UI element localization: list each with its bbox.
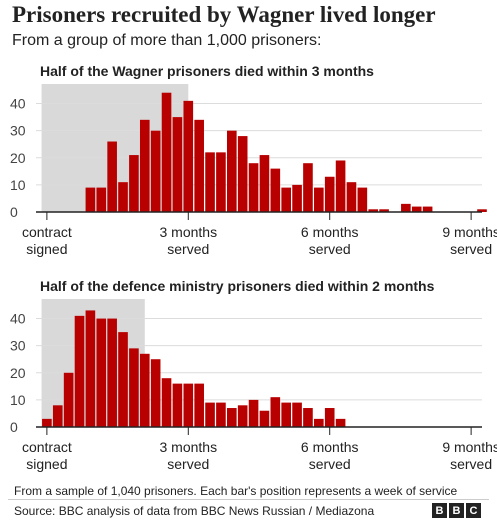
bar xyxy=(172,383,183,427)
bar xyxy=(335,418,346,427)
bar xyxy=(226,130,237,212)
bar xyxy=(63,372,74,427)
bar xyxy=(150,130,161,212)
bar xyxy=(216,152,226,212)
bar xyxy=(129,155,139,212)
bar xyxy=(183,100,194,212)
bar xyxy=(118,332,128,427)
bar xyxy=(96,187,107,212)
bar xyxy=(107,141,117,212)
x-tick-label: 9 months xyxy=(442,224,497,240)
bar xyxy=(401,203,411,212)
bar xyxy=(161,378,172,427)
bar xyxy=(281,402,292,427)
bar xyxy=(303,163,313,212)
x-tick-label: served xyxy=(450,241,492,257)
bar xyxy=(226,408,237,427)
x-tick-label: signed xyxy=(26,456,67,472)
bar xyxy=(259,155,270,212)
bar xyxy=(248,163,259,212)
bar xyxy=(74,315,85,427)
page-subtitle: From a group of more than 1,000 prisoner… xyxy=(12,32,322,49)
x-tick-label: signed xyxy=(26,241,67,257)
bar xyxy=(194,119,204,212)
bar xyxy=(237,405,248,427)
chart-title-defence-ministry: Half of the defence ministry prisoners d… xyxy=(40,278,435,294)
y-tick-label: 30 xyxy=(10,123,26,139)
y-tick-label: 40 xyxy=(10,96,26,112)
x-tick-label: 3 months xyxy=(159,224,217,240)
bar xyxy=(357,187,368,212)
x-tick-label: contract xyxy=(22,224,72,240)
bar xyxy=(281,187,292,212)
bar xyxy=(85,310,96,427)
y-tick-label: 0 xyxy=(10,204,18,220)
y-tick-label: 0 xyxy=(10,419,18,435)
source-note: Source: BBC analysis of data from BBC Ne… xyxy=(14,504,375,518)
bar xyxy=(237,136,248,212)
x-tick-label: served xyxy=(167,456,209,472)
bar xyxy=(270,397,281,427)
x-tick-label: served xyxy=(167,241,209,257)
bar xyxy=(324,408,335,427)
x-tick-label: 6 months xyxy=(301,439,359,455)
y-tick-label: 20 xyxy=(10,150,26,166)
bar xyxy=(335,160,346,212)
x-tick-label: served xyxy=(450,456,492,472)
divider xyxy=(8,499,489,500)
bar xyxy=(96,318,107,427)
bar xyxy=(85,187,96,212)
x-tick-label: contract xyxy=(22,439,72,455)
bar xyxy=(216,402,226,427)
bar xyxy=(161,92,172,212)
x-tick-label: served xyxy=(309,241,351,257)
bar xyxy=(346,182,357,212)
bar xyxy=(270,168,281,212)
bar xyxy=(172,117,183,212)
bar xyxy=(303,408,313,427)
bar xyxy=(259,410,270,427)
bar xyxy=(52,405,63,427)
bar xyxy=(368,209,379,212)
x-tick-label: 9 months xyxy=(442,439,497,455)
bar xyxy=(477,209,487,212)
bar xyxy=(379,209,389,212)
bar xyxy=(314,418,324,427)
bar xyxy=(183,383,194,427)
bbc-logo-letter: C xyxy=(466,503,481,518)
bar xyxy=(139,353,150,427)
bar xyxy=(150,359,161,427)
bar xyxy=(411,206,422,212)
bar xyxy=(205,152,215,212)
y-tick-label: 30 xyxy=(10,338,26,354)
bbc-logo-letter: B xyxy=(432,503,447,518)
bar xyxy=(118,182,128,212)
y-tick-label: 10 xyxy=(10,177,26,193)
x-tick-label: 3 months xyxy=(159,439,217,455)
x-tick-label: 6 months xyxy=(301,224,359,240)
bar xyxy=(42,418,52,427)
bar xyxy=(314,187,324,212)
bar xyxy=(292,402,302,427)
bbc-logo-letter: B xyxy=(449,503,464,518)
chart-title-wagner: Half of the Wagner prisoners died within… xyxy=(40,63,374,79)
y-tick-label: 40 xyxy=(10,311,26,327)
x-tick-label: served xyxy=(309,456,351,472)
bar xyxy=(248,399,259,427)
page-title: Prisoners recruited by Wagner lived long… xyxy=(12,2,436,27)
y-tick-label: 10 xyxy=(10,392,26,408)
footnote: From a sample of 1,040 prisoners. Each b… xyxy=(14,484,458,498)
bar xyxy=(205,402,215,427)
bar xyxy=(194,383,204,427)
bar xyxy=(292,184,302,212)
bar xyxy=(139,119,150,212)
bar xyxy=(422,206,433,212)
bbc-logo: B B C xyxy=(432,503,481,518)
bar xyxy=(324,176,335,212)
bar xyxy=(107,318,117,427)
bar xyxy=(129,348,139,427)
y-tick-label: 20 xyxy=(10,365,26,381)
